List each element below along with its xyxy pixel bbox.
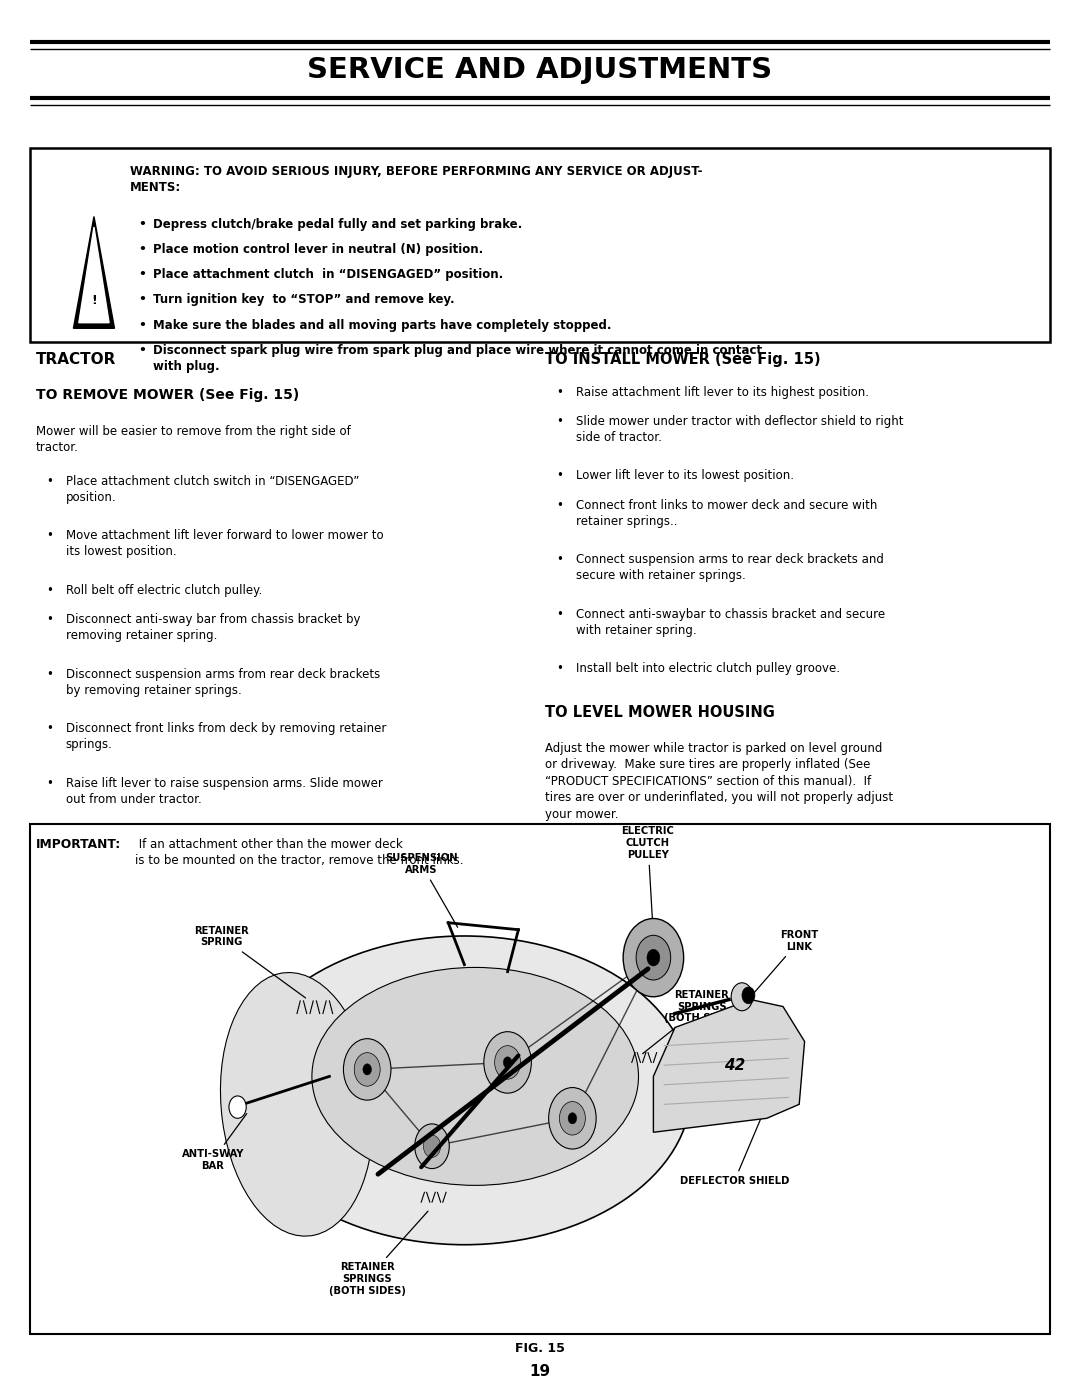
Text: 42: 42 <box>724 1058 745 1073</box>
Circle shape <box>415 1123 449 1168</box>
Text: •: • <box>556 415 563 427</box>
Text: Place attachment clutch  in “DISENGAGED” position.: Place attachment clutch in “DISENGAGED” … <box>153 268 503 281</box>
Text: •: • <box>46 777 53 789</box>
Ellipse shape <box>238 936 691 1245</box>
Circle shape <box>343 1039 391 1101</box>
Text: Roll belt off electric clutch pulley.: Roll belt off electric clutch pulley. <box>66 584 262 597</box>
Text: Make sure the blades and all moving parts have completely stopped.: Make sure the blades and all moving part… <box>153 319 612 331</box>
Circle shape <box>568 1112 577 1123</box>
Text: •: • <box>138 344 146 356</box>
Text: TO INSTALL MOWER (See Fig. 15): TO INSTALL MOWER (See Fig. 15) <box>545 352 821 367</box>
Circle shape <box>484 1031 531 1092</box>
Text: Turn ignition key  to “STOP” and remove key.: Turn ignition key to “STOP” and remove k… <box>153 293 455 306</box>
Text: •: • <box>556 469 563 482</box>
Text: FIG. 15: FIG. 15 <box>515 1341 565 1355</box>
Circle shape <box>636 936 671 981</box>
Text: SUSPENSION
ARMS: SUSPENSION ARMS <box>384 854 458 928</box>
Text: Raise attachment lift lever to its highest position.: Raise attachment lift lever to its highe… <box>576 386 868 398</box>
Text: Adjust the mower while tractor is parked on level ground
or driveway.  Make sure: Adjust the mower while tractor is parked… <box>545 742 893 821</box>
Circle shape <box>495 1045 521 1080</box>
Text: Depress clutch/brake pedal fully and set parking brake.: Depress clutch/brake pedal fully and set… <box>153 218 523 231</box>
Text: Install belt into electric clutch pulley groove.: Install belt into electric clutch pulley… <box>576 662 839 675</box>
Text: FRONT
LINK: FRONT LINK <box>753 930 819 995</box>
Circle shape <box>363 1065 372 1076</box>
Text: •: • <box>556 608 563 620</box>
Circle shape <box>549 1088 596 1148</box>
Text: RETAINER
SPRING: RETAINER SPRING <box>194 926 306 997</box>
Text: •: • <box>46 613 53 626</box>
Circle shape <box>423 1134 441 1157</box>
Text: If an attachment other than the mower deck
is to be mounted on the tractor, remo: If an attachment other than the mower de… <box>135 838 463 868</box>
Text: Move attachment lift lever forward to lower mower to
its lowest position.: Move attachment lift lever forward to lo… <box>66 529 383 559</box>
Bar <box>30 824 1050 1334</box>
Circle shape <box>623 919 684 997</box>
Text: •: • <box>138 319 146 331</box>
Circle shape <box>559 1101 585 1134</box>
Bar <box>30 148 1050 342</box>
Text: Raise lift lever to raise suspension arms. Slide mower
out from under tractor.: Raise lift lever to raise suspension arm… <box>66 777 382 806</box>
Text: •: • <box>556 386 563 398</box>
Text: IMPORTANT:: IMPORTANT: <box>36 838 121 851</box>
Text: ELECTRIC
CLUTCH
PULLEY: ELECTRIC CLUTCH PULLEY <box>622 827 674 935</box>
Polygon shape <box>653 1000 805 1132</box>
Text: Mower will be easier to remove from the right side of
tractor.: Mower will be easier to remove from the … <box>36 425 350 454</box>
Text: Disconnect spark plug wire from spark plug and place wire where it cannot come i: Disconnect spark plug wire from spark pl… <box>153 344 762 373</box>
Text: •: • <box>46 584 53 597</box>
Text: RETAINER
SPRINGS
(BOTH SIDES): RETAINER SPRINGS (BOTH SIDES) <box>643 990 741 1053</box>
Text: WARNING: TO AVOID SERIOUS INJURY, BEFORE PERFORMING ANY SERVICE OR ADJUST-
MENTS: WARNING: TO AVOID SERIOUS INJURY, BEFORE… <box>130 165 702 194</box>
Text: •: • <box>556 662 563 675</box>
Text: Connect suspension arms to rear deck brackets and
secure with retainer springs.: Connect suspension arms to rear deck bra… <box>576 553 883 583</box>
Text: Disconnect anti-sway bar from chassis bracket by
removing retainer spring.: Disconnect anti-sway bar from chassis br… <box>66 613 361 643</box>
Text: •: • <box>138 293 146 306</box>
Text: TO LEVEL MOWER HOUSING: TO LEVEL MOWER HOUSING <box>545 705 775 721</box>
Text: •: • <box>46 722 53 735</box>
Text: •: • <box>46 668 53 680</box>
Text: •: • <box>46 529 53 542</box>
Polygon shape <box>73 217 114 328</box>
Text: Place motion control lever in neutral (N) position.: Place motion control lever in neutral (N… <box>153 243 484 256</box>
Text: Place attachment clutch switch in “DISENGAGED”
position.: Place attachment clutch switch in “DISEN… <box>66 475 360 504</box>
Text: !: ! <box>91 295 97 307</box>
Text: Connect front links to mower deck and secure with
retainer springs..: Connect front links to mower deck and se… <box>576 499 877 528</box>
Circle shape <box>503 1058 512 1069</box>
Text: Disconnect front links from deck by removing retainer
springs.: Disconnect front links from deck by remo… <box>66 722 387 752</box>
Circle shape <box>731 983 753 1011</box>
Text: ANTI-SWAY
BAR: ANTI-SWAY BAR <box>181 1113 246 1171</box>
Circle shape <box>354 1053 380 1087</box>
Text: •: • <box>46 475 53 488</box>
Polygon shape <box>79 228 109 323</box>
Circle shape <box>647 950 660 967</box>
Text: •: • <box>556 553 563 566</box>
Text: Disconnect suspension arms from rear deck brackets
by removing retainer springs.: Disconnect suspension arms from rear dec… <box>66 668 380 697</box>
Text: Slide mower under tractor with deflector shield to right
side of tractor.: Slide mower under tractor with deflector… <box>576 415 903 444</box>
Text: Lower lift lever to its lowest position.: Lower lift lever to its lowest position. <box>576 469 794 482</box>
Circle shape <box>742 986 755 1003</box>
Text: SERVICE AND ADJUSTMENTS: SERVICE AND ADJUSTMENTS <box>308 56 772 84</box>
Text: •: • <box>138 243 146 256</box>
Ellipse shape <box>312 967 638 1185</box>
Ellipse shape <box>220 972 374 1236</box>
Text: •: • <box>138 218 146 231</box>
Text: TRACTOR: TRACTOR <box>36 352 116 367</box>
Text: 19: 19 <box>529 1365 551 1379</box>
Text: •: • <box>556 499 563 511</box>
Circle shape <box>229 1095 246 1118</box>
Text: DEFLECTOR SHIELD: DEFLECTOR SHIELD <box>679 1106 789 1186</box>
Text: RETAINER
SPRINGS
(BOTH SIDES): RETAINER SPRINGS (BOTH SIDES) <box>328 1211 428 1295</box>
Text: •: • <box>138 268 146 281</box>
Text: TO REMOVE MOWER (See Fig. 15): TO REMOVE MOWER (See Fig. 15) <box>36 388 299 402</box>
Text: Connect anti-swaybar to chassis bracket and secure
with retainer spring.: Connect anti-swaybar to chassis bracket … <box>576 608 885 637</box>
